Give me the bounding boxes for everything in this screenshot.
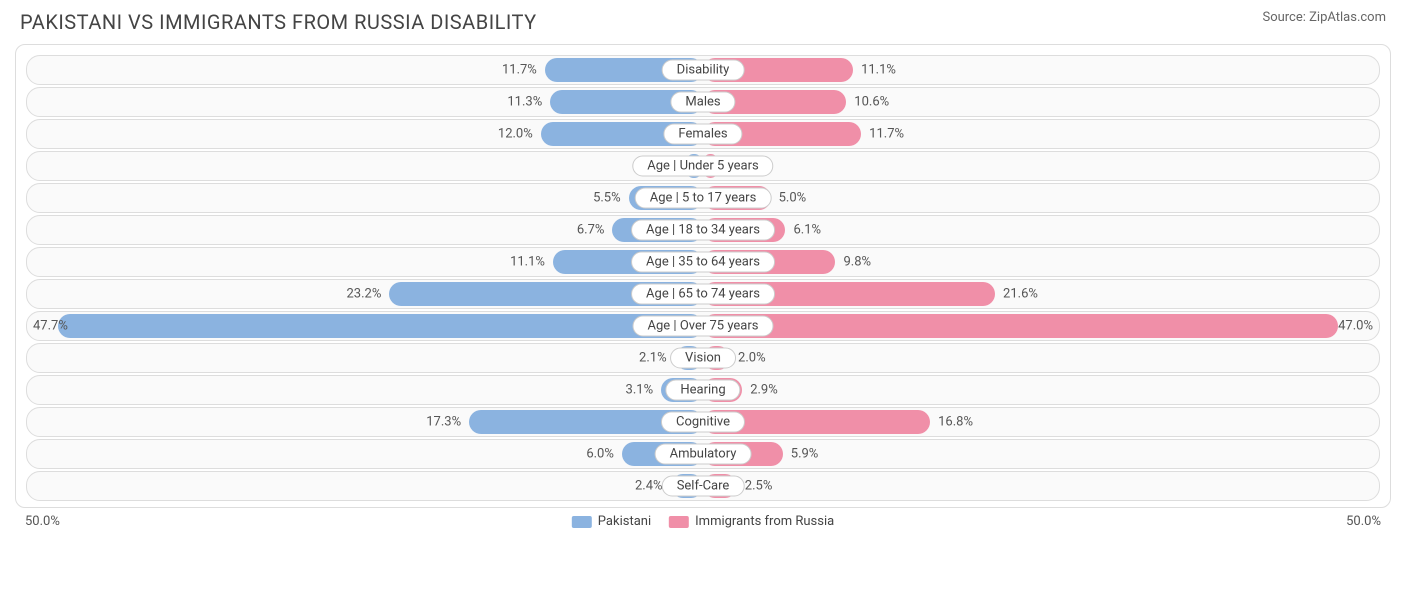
legend-item-right: Immigrants from Russia — [669, 514, 834, 529]
chart-header: PAKISTANI VS IMMIGRANTS FROM RUSSIA DISA… — [0, 0, 1406, 39]
value-right: 16.8% — [938, 415, 973, 430]
category-label: Hearing — [665, 380, 740, 401]
chart-row: 2.1% 2.0%Vision — [26, 343, 1380, 373]
legend: Pakistani Immigrants from Russia — [572, 514, 834, 529]
value-left: 47.7% — [33, 319, 68, 334]
chart-row: 11.1% 9.8% Age | 35 to 64 years — [26, 247, 1380, 277]
category-label: Age | Over 75 years — [633, 316, 774, 337]
category-label: Age | Under 5 years — [632, 156, 773, 177]
axis-right-max: 50.0% — [1346, 514, 1381, 529]
category-label: Age | 65 to 74 years — [631, 284, 775, 305]
category-label: Vision — [670, 348, 736, 369]
value-right: 2.0% — [738, 351, 766, 366]
value-left: 2.1% — [639, 351, 667, 366]
bar-left — [58, 314, 703, 338]
value-right: 9.8% — [843, 255, 871, 270]
value-left: 12.0% — [498, 127, 533, 142]
value-right: 11.7% — [869, 127, 904, 142]
category-label: Age | 18 to 34 years — [631, 220, 775, 241]
category-label: Disability — [662, 60, 745, 81]
chart-row: 3.1% 2.9% Hearing — [26, 375, 1380, 405]
category-label: Males — [670, 92, 735, 113]
value-right: 47.0% — [1338, 319, 1373, 334]
value-left: 6.0% — [586, 447, 614, 462]
chart-area: 11.7% 11.1% Disability 11.3% 10.6% Males 12.0%… — [15, 44, 1391, 508]
value-left: 11.3% — [507, 95, 542, 110]
chart-footer: 50.0% Pakistani Immigrants from Russia 5… — [25, 514, 1381, 536]
chart-row: 5.5% 5.0% Age | 5 to 17 years — [26, 183, 1380, 213]
value-right: 11.1% — [861, 63, 896, 78]
chart-row: 11.7% 11.1% Disability — [26, 55, 1380, 85]
value-left: 2.4% — [635, 479, 663, 494]
value-left: 11.7% — [502, 63, 537, 78]
value-left: 17.3% — [426, 415, 461, 430]
category-label: Self-Care — [662, 476, 745, 497]
value-right: 21.6% — [1003, 287, 1038, 302]
bar-right — [703, 314, 1338, 338]
chart-row: 17.3% 16.8% Cognitive — [26, 407, 1380, 437]
chart-source: Source: ZipAtlas.com — [1262, 10, 1386, 25]
chart-row: 11.3% 10.6% Males — [26, 87, 1380, 117]
value-right: 5.0% — [779, 191, 807, 206]
chart-row: 47.7% 47.0% Age | Over 75 years — [26, 311, 1380, 341]
category-label: Age | 5 to 17 years — [635, 188, 772, 209]
axis-left-max: 50.0% — [25, 514, 60, 529]
category-label: Females — [663, 124, 742, 145]
value-left: 5.5% — [593, 191, 621, 206]
value-right: 5.9% — [791, 447, 819, 462]
legend-item-left: Pakistani — [572, 514, 651, 529]
chart-row: 2.4% 2.5%Self-Care — [26, 471, 1380, 501]
legend-swatch-left — [572, 516, 592, 528]
legend-label-right: Immigrants from Russia — [695, 514, 834, 529]
chart-row: 1.3%1.1%Age | Under 5 years — [26, 151, 1380, 181]
chart-row: 12.0% 11.7% Females — [26, 119, 1380, 149]
chart-title: PAKISTANI VS IMMIGRANTS FROM RUSSIA DISA… — [20, 10, 537, 34]
chart-row: 23.2% 21.6% Age | 65 to 74 years — [26, 279, 1380, 309]
value-left: 3.1% — [626, 383, 654, 398]
category-label: Cognitive — [661, 412, 745, 433]
chart-row: 6.0% 5.9% Ambulatory — [26, 439, 1380, 469]
category-label: Age | 35 to 64 years — [631, 252, 775, 273]
legend-label-left: Pakistani — [598, 514, 651, 529]
value-right: 2.5% — [745, 479, 773, 494]
value-left: 6.7% — [577, 223, 605, 238]
value-right: 6.1% — [793, 223, 821, 238]
category-label: Ambulatory — [655, 444, 752, 465]
value-right: 10.6% — [854, 95, 889, 110]
value-left: 11.1% — [510, 255, 545, 270]
value-right: 2.9% — [750, 383, 778, 398]
chart-row: 6.7% 6.1% Age | 18 to 34 years — [26, 215, 1380, 245]
value-left: 23.2% — [346, 287, 381, 302]
legend-swatch-right — [669, 516, 689, 528]
